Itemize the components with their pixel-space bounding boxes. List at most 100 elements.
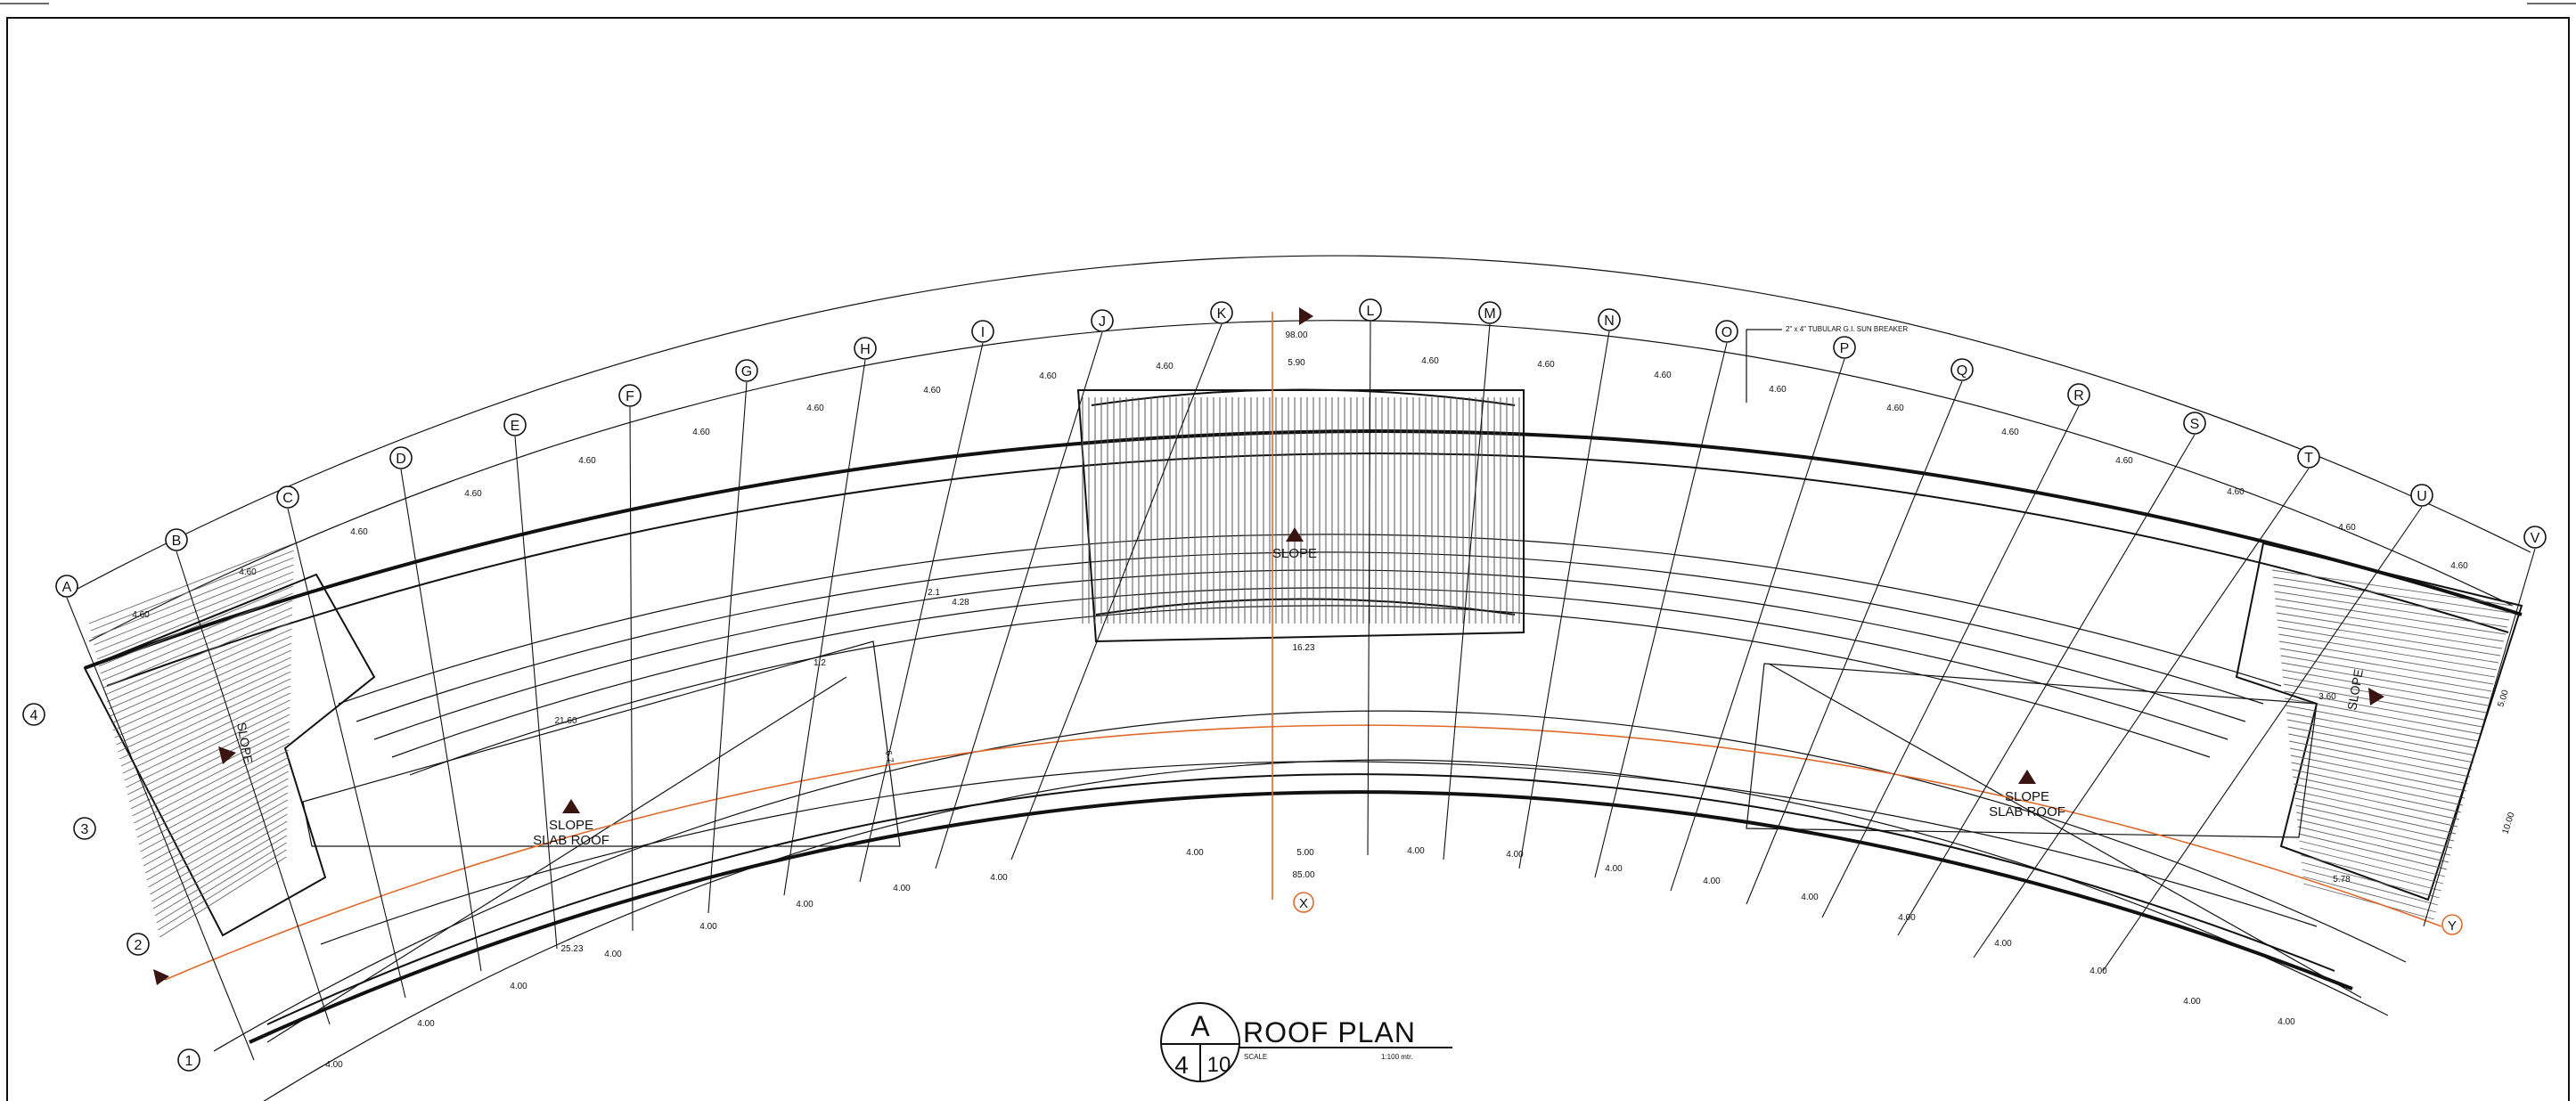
svg-text:4.60: 4.60 [2001,428,2019,437]
svg-text:4.00: 4.00 [1994,939,2012,949]
svg-text:SLAB ROOF: SLAB ROOF [1989,804,2065,820]
svg-text:N: N [1604,314,1615,329]
right-hatch [2271,569,2514,920]
svg-text:4.00: 4.00 [1605,864,1623,874]
grid-line-u [2102,506,2423,972]
svg-text:5.90: 5.90 [1288,358,1305,368]
scale-value: 1:100 mtr. [1381,1053,1413,1061]
svg-text:4.00: 4.00 [2183,997,2201,1007]
svg-text:4.60: 4.60 [2338,523,2356,533]
slope-marker-left: SLOPE [218,722,256,765]
svg-text:M: M [1484,306,1495,322]
svg-text:4.60: 4.60 [464,489,482,499]
svg-text:4.00: 4.00 [699,922,717,932]
sun-breaker-callout: 2" x 4" TUBULAR G.I. SUN BREAKER [1746,325,1908,403]
svg-text:4.00: 4.00 [1703,877,1721,886]
svg-text:4.00: 4.00 [417,1019,435,1029]
number-grid: 1 2 3 4 [22,703,200,1072]
grid-lines [66,321,2536,1061]
svg-text:4.28: 4.28 [952,598,969,608]
svg-text:25.23: 25.23 [560,944,583,954]
left-wing [83,542,376,938]
svg-text:SLOPE: SLOPE [1272,546,1317,561]
svg-text:5.00: 5.00 [2496,689,2511,708]
title-letter: A [1190,1010,1210,1042]
svg-text:SLOPE: SLOPE [234,722,256,765]
svg-text:2" x 4" TUBULAR G.I. SUN BREAK: 2" x 4" TUBULAR G.I. SUN BREAKER [1786,325,1908,333]
svg-text:H: H [860,342,871,357]
svg-text:A: A [62,580,72,595]
svg-text:I: I [981,325,985,340]
svg-text:4.00: 4.00 [1506,850,1524,860]
svg-text:4.00: 4.00 [2278,1017,2295,1027]
svg-text:5.78: 5.78 [2333,875,2351,885]
grid-line-s [1897,434,2196,936]
grid-bubble-2: 2 [127,933,150,956]
svg-text:SLOPE: SLOPE [2344,668,2366,712]
right-wing [2235,542,2523,920]
title-block: A 4 10 ROOF PLAN SCALE 1:100 mtr. [1160,1002,1452,1082]
grid-line-j [935,331,1103,869]
grid-bubble-a: A [55,575,78,598]
slab-roof-label-left: SLOPE SLAB ROOF [533,799,609,848]
svg-text:3: 3 [81,822,89,837]
svg-text:SLOPE: SLOPE [549,818,593,833]
svg-text:D: D [396,452,406,467]
grid-bubble-b: B [165,528,188,551]
svg-text:E: E [511,419,520,434]
grid-bubble-3: 3 [73,817,96,840]
grid-line-l [1367,321,1371,856]
svg-text:4.60: 4.60 [1039,371,1057,381]
grid-line-e [514,436,558,950]
svg-text:4.60: 4.60 [2450,561,2468,571]
svg-text:K: K [1217,306,1227,322]
svg-text:4.60: 4.60 [1654,371,1672,380]
svg-text:4.60: 4.60 [692,428,710,437]
grid-bubble-p: P [1833,336,1856,359]
sheet-left: 4 [1174,1051,1189,1079]
svg-text:B: B [172,534,182,549]
grid-bubble-i: I [971,320,994,343]
svg-text:SLOPE: SLOPE [2005,789,2049,804]
svg-text:10.00: 10.00 [2501,811,2517,836]
svg-text:L: L [1367,304,1375,319]
svg-text:4.60: 4.60 [1156,362,1174,371]
svg-text:4.60: 4.60 [1886,404,1904,413]
svg-text:4.60: 4.60 [132,610,150,620]
grid-bubble-m: M [1478,301,1501,324]
svg-text:2: 2 [135,938,143,953]
svg-text:4.60: 4.60 [1537,360,1555,370]
svg-text:85.00: 85.00 [1292,870,1314,880]
grid-line-a [66,597,255,1061]
grid-line-o [1594,342,1728,878]
slope-marker-center: SLOPE [1272,527,1317,561]
grid-bubble-c: C [276,485,299,509]
svg-text:4.00: 4.00 [1186,848,1204,858]
svg-text:4.00: 4.00 [796,900,814,909]
grid-bubble-d: D [389,446,413,469]
svg-text:SLAB ROOF: SLAB ROOF [533,833,609,848]
grid-bubble-e: E [503,413,527,436]
grid-line-d [400,469,482,972]
svg-text:4.00: 4.00 [604,950,622,959]
grid-line-f [629,406,634,932]
roof-band [84,429,2523,1044]
svg-text:U: U [2417,489,2427,504]
svg-text:G: G [741,364,752,379]
grid-line-n [1518,330,1610,869]
svg-text:98.00: 98.00 [1285,330,1307,340]
grid-bubble-v: V [2523,526,2547,549]
section-line [164,312,2442,981]
grid-bubble-4: 4 [22,703,45,726]
grid-bubble-q: Q [1950,358,1974,381]
svg-text:4.00: 4.00 [1801,893,1819,902]
svg-text:O: O [1721,325,1732,340]
section-arrow-left [153,969,169,985]
grid-line-b [176,550,331,1025]
grid-line-t [1973,468,2310,958]
svg-text:4.60: 4.60 [923,386,941,396]
grid-bubble-t: T [2297,445,2320,469]
grid-line-r [1821,405,2080,918]
grid-line-k [1010,323,1223,860]
grid-bubble-u: U [2410,484,2433,507]
